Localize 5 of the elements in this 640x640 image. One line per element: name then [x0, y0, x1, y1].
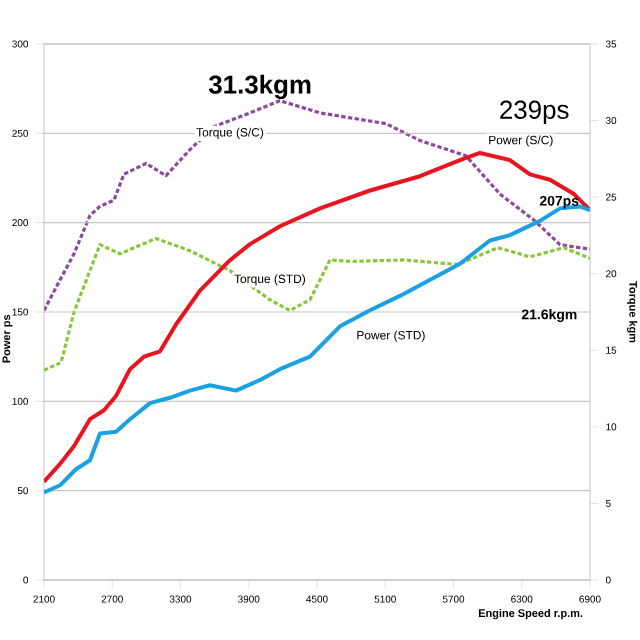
annotation: 239ps — [500, 100, 569, 125]
line-series — [44, 150, 590, 484]
line-series — [44, 99, 590, 313]
line-series — [44, 236, 590, 372]
annotation: 31.3kgm — [208, 74, 311, 100]
